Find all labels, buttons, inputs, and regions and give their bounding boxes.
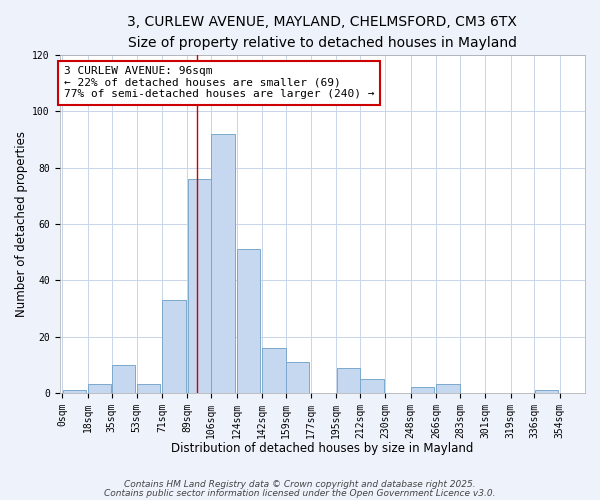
Bar <box>88 384 111 393</box>
Bar <box>188 179 211 393</box>
Bar <box>286 362 310 393</box>
Bar <box>112 364 135 393</box>
Text: 3 CURLEW AVENUE: 96sqm
← 22% of detached houses are smaller (69)
77% of semi-det: 3 CURLEW AVENUE: 96sqm ← 22% of detached… <box>64 66 374 100</box>
Bar <box>411 387 434 393</box>
Y-axis label: Number of detached properties: Number of detached properties <box>15 131 28 317</box>
Bar <box>337 368 360 393</box>
Bar <box>361 379 384 393</box>
Bar <box>535 390 558 393</box>
X-axis label: Distribution of detached houses by size in Mayland: Distribution of detached houses by size … <box>171 442 473 455</box>
Bar <box>436 384 460 393</box>
Bar <box>162 300 186 393</box>
Text: Contains HM Land Registry data © Crown copyright and database right 2025.: Contains HM Land Registry data © Crown c… <box>124 480 476 489</box>
Bar <box>137 384 160 393</box>
Bar <box>211 134 235 393</box>
Title: 3, CURLEW AVENUE, MAYLAND, CHELMSFORD, CM3 6TX
Size of property relative to deta: 3, CURLEW AVENUE, MAYLAND, CHELMSFORD, C… <box>127 15 517 50</box>
Bar <box>237 249 260 393</box>
Bar <box>62 390 86 393</box>
Bar <box>262 348 286 393</box>
Text: Contains public sector information licensed under the Open Government Licence v3: Contains public sector information licen… <box>104 490 496 498</box>
